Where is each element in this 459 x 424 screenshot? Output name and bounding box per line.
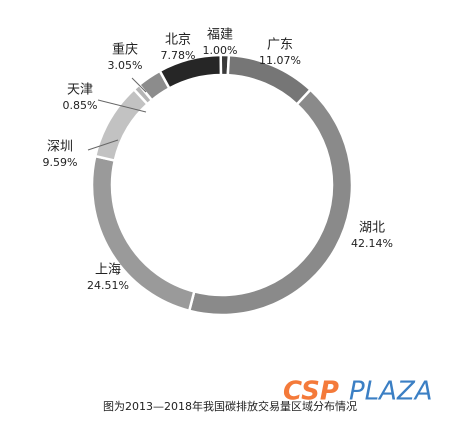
caption: 图为2013—2018年我国碳排放交易量区域分布情况 (103, 399, 357, 413)
value-label: 11.07% (259, 54, 301, 67)
value-label: 3.05% (108, 59, 143, 72)
slice-label: 北京 (165, 33, 191, 48)
watermark-suffix: PLAZA (349, 377, 433, 407)
value-label: 24.51% (87, 279, 129, 292)
leader-line (87, 139, 119, 151)
watermark-brand: CSP (283, 377, 339, 407)
slice-label: 广东 (267, 38, 293, 53)
slice-label: 湖北 (359, 221, 385, 236)
slice-label: 深圳 (47, 140, 73, 155)
value-label: 42.14% (351, 237, 393, 250)
slice-label: 天津 (67, 83, 93, 98)
slice-label: 上海 (95, 263, 121, 278)
slice-label: 重庆 (112, 42, 138, 58)
value-label: 0.85% (63, 99, 98, 112)
value-label: 9.59% (43, 156, 78, 169)
donut-slice (187, 87, 354, 317)
value-label: 7.78% (161, 49, 196, 62)
leader-line (97, 99, 147, 113)
slice-label: 福建 (207, 28, 233, 43)
donut-slice (158, 53, 223, 91)
leader-line (131, 77, 147, 93)
value-label: 1.00% (203, 44, 238, 57)
donut-slice (93, 87, 150, 163)
